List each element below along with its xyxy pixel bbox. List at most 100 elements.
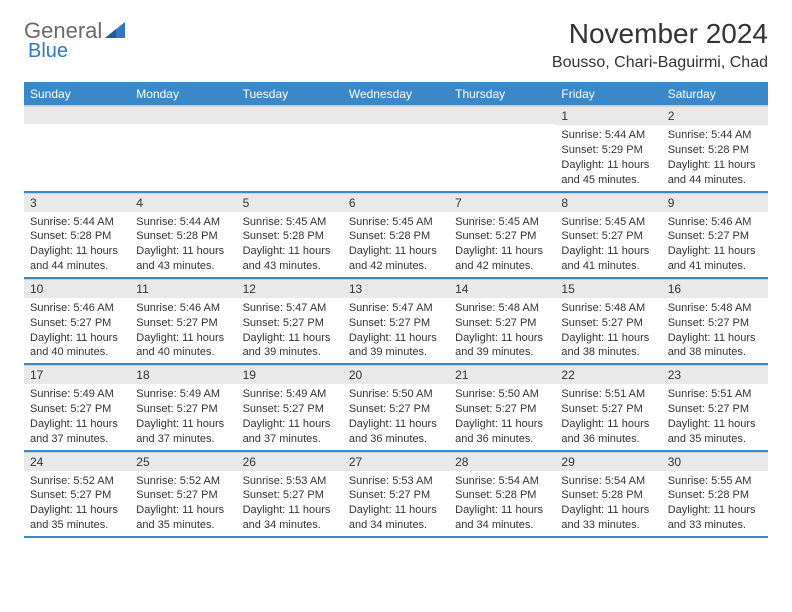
calendar-cell: 15Sunrise: 5:48 AMSunset: 5:27 PMDayligh… <box>555 278 661 364</box>
daylight-text: Daylight: 11 hours and 39 minutes. <box>349 331 443 361</box>
day-number: 30 <box>662 452 768 471</box>
sunrise-text: Sunrise: 5:47 AM <box>349 301 443 316</box>
sunset-text: Sunset: 5:27 PM <box>30 488 124 503</box>
day-number: 15 <box>555 279 661 298</box>
daylight-text: Daylight: 11 hours and 39 minutes. <box>455 331 549 361</box>
day-details: Sunrise: 5:49 AMSunset: 5:27 PMDaylight:… <box>237 384 343 449</box>
day-details: Sunrise: 5:44 AMSunset: 5:28 PMDaylight:… <box>24 212 130 277</box>
sunset-text: Sunset: 5:28 PM <box>561 488 655 503</box>
weekday-header: Monday <box>130 83 236 106</box>
daylight-text: Daylight: 11 hours and 44 minutes. <box>30 244 124 274</box>
sunset-text: Sunset: 5:28 PM <box>30 229 124 244</box>
daylight-text: Daylight: 11 hours and 41 minutes. <box>668 244 762 274</box>
sunset-text: Sunset: 5:27 PM <box>455 402 549 417</box>
sunset-text: Sunset: 5:27 PM <box>30 402 124 417</box>
header: General November 2024 Bousso, Chari-Bagu… <box>24 18 768 72</box>
weekday-header: Sunday <box>24 83 130 106</box>
weekday-header: Thursday <box>449 83 555 106</box>
calendar-cell <box>24 106 130 192</box>
daylight-text: Daylight: 11 hours and 43 minutes. <box>136 244 230 274</box>
day-details <box>237 124 343 184</box>
sunrise-text: Sunrise: 5:54 AM <box>455 474 549 489</box>
day-details: Sunrise: 5:52 AMSunset: 5:27 PMDaylight:… <box>24 471 130 536</box>
daylight-text: Daylight: 11 hours and 45 minutes. <box>561 158 655 188</box>
day-number: 14 <box>449 279 555 298</box>
day-number: 11 <box>130 279 236 298</box>
daylight-text: Daylight: 11 hours and 40 minutes. <box>30 331 124 361</box>
sunrise-text: Sunrise: 5:46 AM <box>668 215 762 230</box>
calendar-cell: 1Sunrise: 5:44 AMSunset: 5:29 PMDaylight… <box>555 106 661 192</box>
weekday-header: Tuesday <box>237 83 343 106</box>
sunrise-text: Sunrise: 5:49 AM <box>243 387 337 402</box>
calendar-week: 1Sunrise: 5:44 AMSunset: 5:29 PMDaylight… <box>24 106 768 192</box>
sunset-text: Sunset: 5:27 PM <box>668 229 762 244</box>
day-details: Sunrise: 5:45 AMSunset: 5:28 PMDaylight:… <box>237 212 343 277</box>
day-number: 12 <box>237 279 343 298</box>
day-details: Sunrise: 5:44 AMSunset: 5:29 PMDaylight:… <box>555 125 661 190</box>
sunset-text: Sunset: 5:29 PM <box>561 143 655 158</box>
calendar-cell: 30Sunrise: 5:55 AMSunset: 5:28 PMDayligh… <box>662 451 768 537</box>
sunset-text: Sunset: 5:27 PM <box>30 316 124 331</box>
sunset-text: Sunset: 5:27 PM <box>136 316 230 331</box>
sunset-text: Sunset: 5:27 PM <box>243 402 337 417</box>
daylight-text: Daylight: 11 hours and 36 minutes. <box>561 417 655 447</box>
calendar-cell: 24Sunrise: 5:52 AMSunset: 5:27 PMDayligh… <box>24 451 130 537</box>
day-details: Sunrise: 5:45 AMSunset: 5:27 PMDaylight:… <box>555 212 661 277</box>
day-number: 24 <box>24 452 130 471</box>
day-details: Sunrise: 5:50 AMSunset: 5:27 PMDaylight:… <box>449 384 555 449</box>
day-number: 25 <box>130 452 236 471</box>
brand-blue: Blue <box>28 40 68 63</box>
day-number: 6 <box>343 193 449 212</box>
calendar-cell: 2Sunrise: 5:44 AMSunset: 5:28 PMDaylight… <box>662 106 768 192</box>
day-number <box>449 106 555 124</box>
calendar-cell: 9Sunrise: 5:46 AMSunset: 5:27 PMDaylight… <box>662 192 768 278</box>
day-number: 29 <box>555 452 661 471</box>
sunset-text: Sunset: 5:27 PM <box>349 316 443 331</box>
day-details: Sunrise: 5:55 AMSunset: 5:28 PMDaylight:… <box>662 471 768 536</box>
day-details: Sunrise: 5:46 AMSunset: 5:27 PMDaylight:… <box>130 298 236 363</box>
day-details: Sunrise: 5:45 AMSunset: 5:27 PMDaylight:… <box>449 212 555 277</box>
sunset-text: Sunset: 5:27 PM <box>561 229 655 244</box>
sunrise-text: Sunrise: 5:46 AM <box>30 301 124 316</box>
calendar-cell: 3Sunrise: 5:44 AMSunset: 5:28 PMDaylight… <box>24 192 130 278</box>
sunset-text: Sunset: 5:27 PM <box>561 402 655 417</box>
sunset-text: Sunset: 5:27 PM <box>136 402 230 417</box>
daylight-text: Daylight: 11 hours and 37 minutes. <box>136 417 230 447</box>
sunrise-text: Sunrise: 5:47 AM <box>243 301 337 316</box>
day-number: 9 <box>662 193 768 212</box>
calendar-cell: 26Sunrise: 5:53 AMSunset: 5:27 PMDayligh… <box>237 451 343 537</box>
daylight-text: Daylight: 11 hours and 34 minutes. <box>455 503 549 533</box>
day-details: Sunrise: 5:52 AMSunset: 5:27 PMDaylight:… <box>130 471 236 536</box>
day-number: 7 <box>449 193 555 212</box>
day-number <box>237 106 343 124</box>
sunrise-text: Sunrise: 5:49 AM <box>30 387 124 402</box>
day-number: 13 <box>343 279 449 298</box>
day-details: Sunrise: 5:46 AMSunset: 5:27 PMDaylight:… <box>662 212 768 277</box>
day-details: Sunrise: 5:49 AMSunset: 5:27 PMDaylight:… <box>24 384 130 449</box>
calendar-cell: 16Sunrise: 5:48 AMSunset: 5:27 PMDayligh… <box>662 278 768 364</box>
day-details <box>130 124 236 184</box>
sunrise-text: Sunrise: 5:44 AM <box>30 215 124 230</box>
sunrise-text: Sunrise: 5:48 AM <box>668 301 762 316</box>
day-number <box>24 106 130 124</box>
sunrise-text: Sunrise: 5:44 AM <box>136 215 230 230</box>
daylight-text: Daylight: 11 hours and 39 minutes. <box>243 331 337 361</box>
sunrise-text: Sunrise: 5:53 AM <box>349 474 443 489</box>
daylight-text: Daylight: 11 hours and 42 minutes. <box>349 244 443 274</box>
day-details: Sunrise: 5:53 AMSunset: 5:27 PMDaylight:… <box>237 471 343 536</box>
day-number: 16 <box>662 279 768 298</box>
day-details: Sunrise: 5:53 AMSunset: 5:27 PMDaylight:… <box>343 471 449 536</box>
day-number <box>130 106 236 124</box>
day-details: Sunrise: 5:47 AMSunset: 5:27 PMDaylight:… <box>343 298 449 363</box>
day-details: Sunrise: 5:54 AMSunset: 5:28 PMDaylight:… <box>449 471 555 536</box>
sunrise-text: Sunrise: 5:52 AM <box>30 474 124 489</box>
day-number: 17 <box>24 365 130 384</box>
calendar-cell: 6Sunrise: 5:45 AMSunset: 5:28 PMDaylight… <box>343 192 449 278</box>
calendar-cell: 27Sunrise: 5:53 AMSunset: 5:27 PMDayligh… <box>343 451 449 537</box>
day-number: 8 <box>555 193 661 212</box>
day-number: 1 <box>555 106 661 125</box>
calendar-cell: 17Sunrise: 5:49 AMSunset: 5:27 PMDayligh… <box>24 364 130 450</box>
sunset-text: Sunset: 5:27 PM <box>668 316 762 331</box>
day-number: 19 <box>237 365 343 384</box>
weekday-header: Friday <box>555 83 661 106</box>
